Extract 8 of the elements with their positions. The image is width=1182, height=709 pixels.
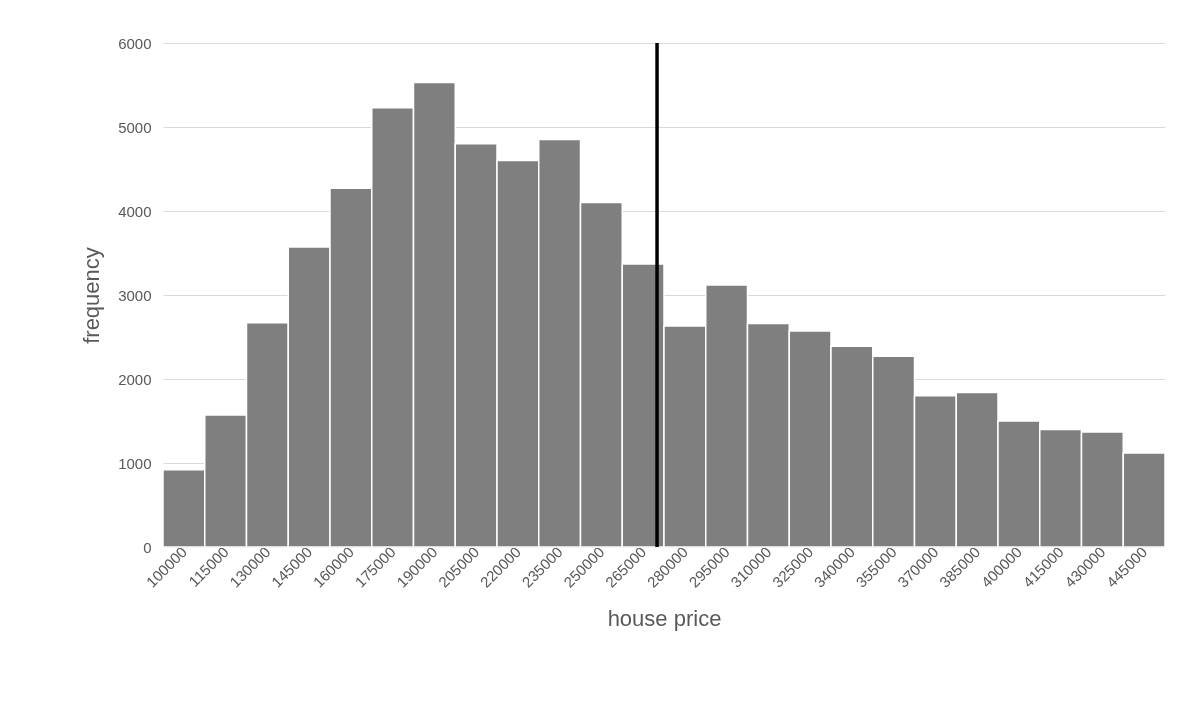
y-axis-title: frequency	[79, 247, 105, 344]
y-tick-label: 1000	[118, 454, 152, 472]
y-tick-label: 4000	[118, 202, 152, 220]
x-axis-title: house price	[607, 605, 722, 631]
y-tick-label: 3000	[118, 286, 152, 304]
y-tick-label: 6000	[118, 34, 152, 52]
y-tick-label: 2000	[118, 370, 152, 388]
y-tick-label: 5000	[118, 118, 152, 136]
